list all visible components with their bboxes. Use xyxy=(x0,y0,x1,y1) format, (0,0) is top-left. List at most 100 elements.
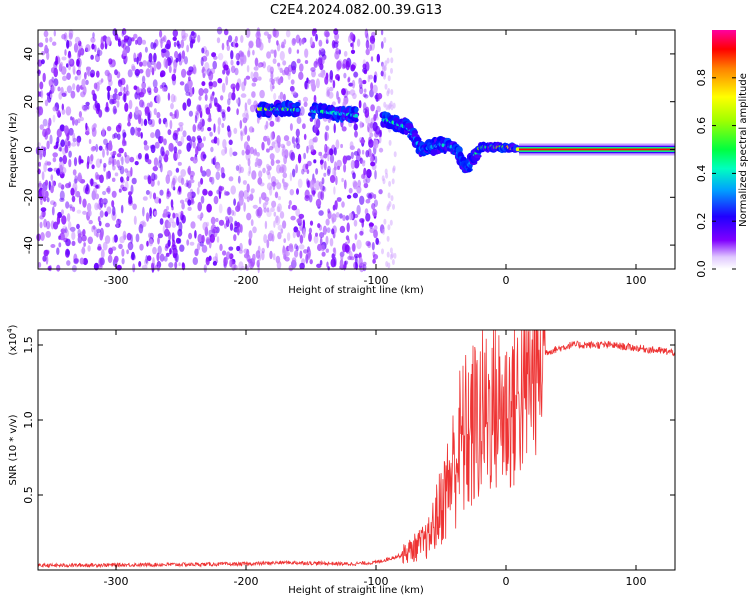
spectrogram-cell xyxy=(283,181,287,187)
colorbar-gradient xyxy=(712,30,736,269)
x-tick-label: -200 xyxy=(234,274,259,287)
spectrogram-cell xyxy=(112,206,116,216)
spectrogram-cell xyxy=(119,156,123,162)
spectrogram-cell xyxy=(173,151,178,161)
spectrogram-cell xyxy=(199,118,205,127)
spectrogram-cell xyxy=(73,157,78,167)
spectrogram-cell xyxy=(225,67,231,75)
spectrogram-cell xyxy=(296,58,301,64)
spectrogram-cell xyxy=(318,56,323,66)
colorbar-tick-label: 0.2 xyxy=(695,212,708,230)
spectrogram-cell xyxy=(113,108,118,114)
spectrogram-cell xyxy=(134,57,138,63)
spectrogram-cell xyxy=(205,49,210,57)
spectrogram-cell xyxy=(53,30,56,37)
spectrogram-cell xyxy=(92,93,97,102)
spectrogram-cell xyxy=(358,257,364,267)
spectrogram-cell xyxy=(359,230,364,236)
spectrogram-cell xyxy=(389,100,393,107)
spectrogram-cell xyxy=(87,245,91,252)
spectrogram-cell xyxy=(311,190,316,196)
spectrogram-cell xyxy=(185,91,191,97)
spectrogram-cell xyxy=(204,62,210,72)
spectrogram-cell xyxy=(86,202,92,212)
spectrogram-cell xyxy=(147,255,152,262)
spectrogram-cell xyxy=(324,146,331,156)
spectrogram-cell xyxy=(371,242,375,251)
spectrogram-cell xyxy=(87,69,91,77)
spectrogram-cell xyxy=(386,251,390,258)
spectrogram-cell xyxy=(56,214,61,225)
spectrogram-cell xyxy=(152,192,157,200)
spectrogram-cell xyxy=(273,211,277,217)
spectrogram-cell xyxy=(336,159,342,168)
spectrogram-cell xyxy=(201,68,207,77)
spectrogram-cell xyxy=(276,40,279,46)
spectrogram-cell xyxy=(40,59,45,65)
spectrogram-cell xyxy=(119,236,125,244)
spectrogram-cell xyxy=(39,221,43,229)
spectrogram-cell xyxy=(341,177,344,183)
y-tick-label: 1.0 xyxy=(22,411,35,429)
spectrogram-cell xyxy=(368,222,374,227)
spectrogram-cell xyxy=(329,154,335,164)
spectrogram-cell xyxy=(343,163,347,173)
spectrogram-cell xyxy=(384,60,388,67)
spectrogram-cell xyxy=(129,111,133,120)
spectrogram-cell xyxy=(333,123,336,134)
y-tick-label: -20 xyxy=(22,188,35,206)
spectrogram-cell xyxy=(201,234,205,244)
spectrogram-cell xyxy=(150,42,154,50)
spectrogram-cell xyxy=(76,84,81,93)
spectrogram-cell xyxy=(116,220,119,228)
spectrogram-cell xyxy=(149,191,152,199)
spectrogram-cell xyxy=(315,33,318,42)
spectrogram-cell xyxy=(246,135,251,142)
spectrogram-cell xyxy=(202,136,206,142)
spectrogram-cell xyxy=(346,90,351,95)
spectrogram-cell xyxy=(187,199,192,206)
snr-y-scale-label: (x104) xyxy=(6,324,19,355)
spectrogram-cell xyxy=(208,81,213,87)
spectrogram-cell xyxy=(309,220,314,226)
spectrogram-cell xyxy=(320,69,326,78)
spectrogram-cell xyxy=(308,138,314,147)
spectrogram-cell xyxy=(372,258,376,264)
spectrogram-cell xyxy=(289,247,294,253)
spectrogram-cell xyxy=(167,221,171,229)
spectrogram-cell xyxy=(179,244,185,252)
spectrogram-cell xyxy=(153,61,157,72)
spectrogram-cell xyxy=(333,147,337,156)
y-tick-label: 0.5 xyxy=(22,486,35,504)
spectrogram-cell xyxy=(320,190,325,201)
spectrogram-cell xyxy=(384,83,388,90)
spectrogram-cell xyxy=(194,230,197,239)
spectrogram-cell xyxy=(174,110,177,119)
spectrogram-cell xyxy=(42,118,48,127)
spectrogram-cell xyxy=(163,255,168,262)
spectrogram-cell xyxy=(226,206,232,216)
spectrogram-cell xyxy=(117,40,122,47)
spectrogram-cell xyxy=(337,96,341,104)
spectrogram-cell xyxy=(112,236,115,244)
spectrogram-cell xyxy=(369,227,375,234)
spectrogram-cell xyxy=(99,231,104,241)
spectrogram-cell xyxy=(266,148,270,153)
spectrogram-cell xyxy=(347,77,350,83)
spectrogram-cell xyxy=(144,46,148,53)
spectrogram-cell xyxy=(320,182,323,191)
spectrogram-cell xyxy=(67,140,71,149)
spectrogram-cell xyxy=(56,247,60,255)
spectrogram-cell xyxy=(342,263,347,271)
spectrogram-cell xyxy=(220,95,224,101)
spectrogram-cell xyxy=(100,78,104,83)
spectrogram-cell xyxy=(66,63,69,68)
spectrogram-cell xyxy=(262,167,266,174)
spectrogram-cell xyxy=(232,151,238,157)
spectrogram-cell xyxy=(111,177,116,182)
spectrogram-cell xyxy=(339,259,344,268)
spectrogram-cell xyxy=(252,226,257,234)
colorbar-tick-label: 0.8 xyxy=(695,69,708,87)
spectrogram-cell xyxy=(244,102,248,111)
spectrogram-cell xyxy=(210,146,214,153)
